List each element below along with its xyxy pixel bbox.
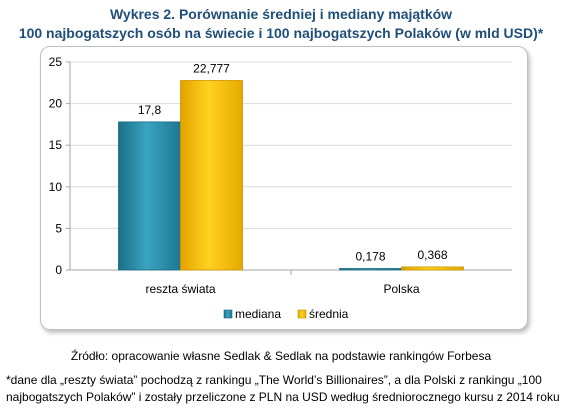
data-label: 17,8 [138, 103, 162, 117]
footnote-line1: *dane dla „reszty świata” pochodzą z ran… [6, 373, 542, 387]
legend-swatch-mediana [223, 309, 233, 319]
data-label: 0,368 [417, 248, 447, 262]
bar-mediana [339, 268, 402, 271]
y-tick-label: 15 [49, 138, 63, 152]
legend-label: średnia [309, 307, 349, 321]
y-tick-label: 25 [49, 55, 63, 69]
y-tick-label: 20 [49, 97, 63, 111]
y-tick-label: 10 [49, 180, 63, 194]
bar-srednia [180, 80, 243, 271]
y-tick-label: 5 [55, 221, 62, 235]
x-tick-label: reszta świata [145, 282, 215, 296]
bar-chart: 0 5 10 15 20 25 reszta świata 17,8 22,777 Polska… [49, 55, 512, 321]
chart-title-line2: 100 najbogatszych osób na świecie i 100 … [18, 25, 544, 41]
bar-srednia [401, 266, 464, 271]
legend-label: mediana [235, 307, 281, 321]
data-label: 0,178 [355, 250, 385, 264]
data-label: 22,777 [193, 61, 230, 75]
y-tick-label: 0 [55, 263, 62, 277]
source-note: Źródło: opracowanie własne Sedlak & Sedl… [70, 349, 492, 363]
bar-mediana [118, 121, 181, 271]
legend-swatch-srednia [297, 309, 307, 319]
footnote-line2: najbogatszych Polaków” i zostały przelic… [6, 390, 560, 404]
x-tick-label: Polska [383, 282, 419, 296]
chart-title-line1: Wykres 2. Porównanie średniej i mediany … [109, 6, 453, 22]
